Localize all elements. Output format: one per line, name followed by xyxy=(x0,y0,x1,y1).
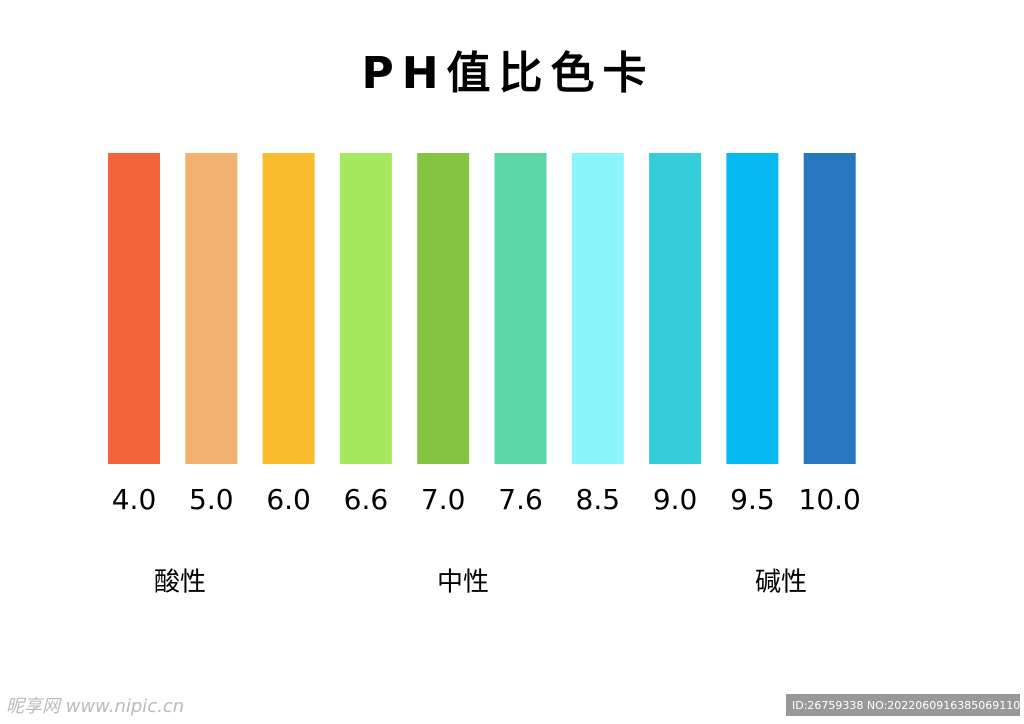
swatch xyxy=(803,153,856,464)
group-label: 中性 xyxy=(437,568,489,598)
swatch xyxy=(185,153,238,464)
swatch xyxy=(108,153,160,464)
title: PH值比色卡 xyxy=(361,48,654,99)
swatch-label: 9.5 xyxy=(730,483,775,516)
swatch-label: 9.0 xyxy=(653,483,698,516)
swatch xyxy=(649,153,702,464)
group-label: 酸性 xyxy=(154,568,206,598)
swatch xyxy=(262,153,315,464)
swatch-label: 4.0 xyxy=(112,483,157,516)
swatch-label: 10.0 xyxy=(799,483,861,516)
swatch xyxy=(571,153,624,464)
group-label: 碱性 xyxy=(755,568,807,598)
swatch-label: 6.0 xyxy=(266,483,311,516)
swatch-label: 5.0 xyxy=(189,483,234,516)
swatch xyxy=(339,153,392,464)
swatch-label: 8.5 xyxy=(576,483,621,516)
swatch-label: 6.6 xyxy=(344,483,389,516)
swatch xyxy=(417,153,470,464)
swatch-label: 7.6 xyxy=(498,483,543,516)
swatch xyxy=(726,153,779,464)
swatch xyxy=(494,153,547,464)
watermark-box xyxy=(786,694,1020,716)
swatch-label: 7.0 xyxy=(421,483,466,516)
watermark-id: ID:26759338 NO:20220609163850691100 xyxy=(792,699,1024,712)
watermark-site: 昵享网 www.nipic.cn xyxy=(6,696,184,717)
